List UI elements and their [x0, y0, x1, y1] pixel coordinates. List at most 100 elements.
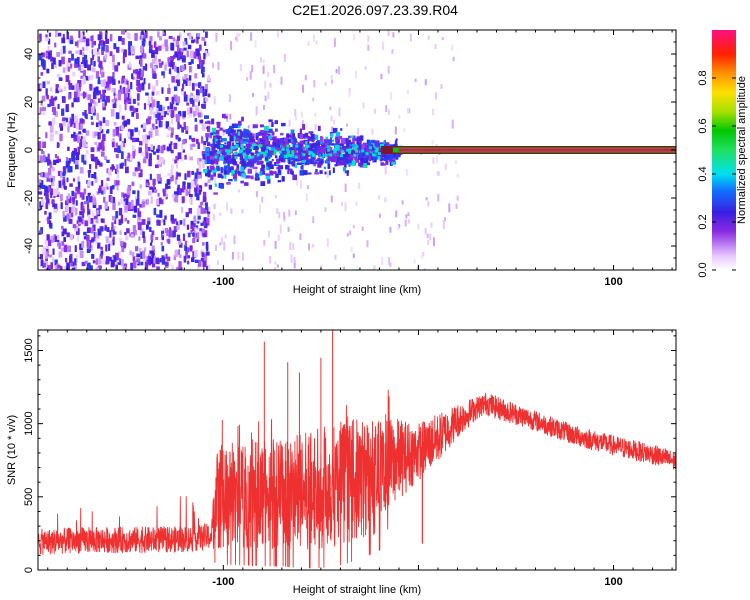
noise-cell: [367, 35, 370, 43]
cloud-cell: [315, 169, 318, 172]
noise-cell: [169, 227, 172, 231]
cloud-cell: [247, 169, 252, 174]
noise-cell: [179, 124, 182, 128]
noise-cell: [53, 159, 57, 165]
noise-cell: [384, 197, 387, 203]
noise-cell: [437, 171, 440, 177]
noise-cell: [202, 208, 207, 213]
noise-cell: [86, 196, 89, 204]
noise-cell: [195, 225, 199, 230]
noise-cell: [165, 121, 170, 129]
noise-cell: [173, 197, 178, 202]
cloud-peak: [239, 149, 243, 153]
cloud-cell: [282, 141, 286, 146]
noise-cell: [39, 180, 44, 189]
noise-cell: [111, 88, 114, 93]
cloud-cell: [257, 138, 261, 143]
cloud-cell: [335, 136, 339, 139]
noise-cell: [106, 129, 110, 133]
noise-cell: [186, 224, 189, 230]
noise-cell: [185, 189, 189, 196]
cloud-cell: [313, 150, 318, 154]
noise-cell: [181, 88, 184, 93]
noise-cell: [62, 45, 66, 54]
cloud-peak: [368, 146, 372, 150]
noise-cell: [90, 218, 94, 224]
noise-cell: [112, 196, 116, 203]
noise-cell: [205, 266, 208, 270]
noise-cell: [60, 247, 65, 252]
noise-cell: [357, 127, 360, 134]
noise-cell: [267, 71, 270, 78]
noise-cell: [349, 230, 352, 235]
noise-cell: [189, 143, 193, 151]
noise-cell: [53, 188, 57, 197]
y-tick-label: 1500: [23, 338, 35, 362]
noise-cell: [198, 259, 202, 267]
noise-cell: [55, 88, 59, 94]
noise-cell: [62, 172, 66, 177]
noise-cell: [59, 77, 63, 81]
noise-cell: [56, 142, 59, 148]
noise-cell: [66, 31, 69, 40]
noise-cell: [75, 228, 80, 235]
noise-cell: [130, 82, 133, 90]
noise-cell: [57, 239, 60, 247]
cloud-cell: [268, 152, 273, 158]
noise-cell: [108, 169, 112, 176]
noise-cell: [136, 87, 139, 91]
noise-cell: [91, 67, 96, 73]
noise-cell: [77, 181, 81, 189]
noise-cell: [161, 237, 164, 241]
noise-cell: [79, 243, 83, 251]
noise-cell: [84, 154, 87, 161]
noise-cell: [132, 260, 137, 269]
noise-cell: [424, 227, 427, 235]
cloud-cell: [277, 165, 280, 168]
cloud-cell: [216, 123, 221, 129]
noise-cell: [315, 40, 318, 45]
noise-cell: [154, 128, 159, 136]
cloud-cell: [361, 143, 365, 150]
noise-cell: [62, 166, 67, 174]
noise-cell: [108, 256, 112, 262]
cloud-cell: [209, 132, 213, 139]
cloud-cell: [384, 152, 388, 159]
noise-cell: [93, 232, 96, 239]
cloud-cell: [221, 175, 224, 179]
noise-cell: [155, 79, 159, 86]
noise-cell: [194, 124, 198, 132]
cloud-peak: [233, 151, 237, 155]
noise-cell: [262, 59, 265, 63]
noise-cell: [198, 55, 202, 63]
cloud-cell: [299, 143, 303, 148]
cloud-cell: [255, 133, 258, 139]
noise-cell: [188, 232, 191, 238]
noise-cell: [454, 160, 457, 164]
cloud-cell: [348, 163, 353, 166]
cloud-cell: [314, 172, 319, 175]
noise-cell: [451, 44, 454, 51]
noise-cell: [52, 203, 55, 208]
noise-cell: [78, 131, 82, 135]
cloud-cell: [245, 175, 250, 179]
noise-cell: [75, 83, 79, 92]
noise-cell: [90, 99, 94, 104]
noise-cell: [230, 208, 233, 214]
noise-cell: [62, 210, 65, 218]
noise-cell: [146, 224, 149, 230]
noise-cell: [48, 52, 51, 60]
cloud-cell: [278, 144, 280, 148]
noise-cell: [128, 186, 132, 190]
noise-cell: [205, 241, 209, 249]
cloud-cell: [350, 157, 354, 163]
cloud-cell: [280, 143, 285, 149]
noise-cell: [196, 232, 200, 240]
cloud-cell: [313, 163, 316, 167]
snr-y-axis-label: SNR (10 * v/v): [6, 415, 18, 485]
noise-cell: [40, 254, 43, 260]
noise-cell: [296, 178, 299, 186]
noise-cell: [222, 172, 225, 176]
noise-cell: [124, 231, 127, 236]
noise-cell: [39, 155, 43, 163]
